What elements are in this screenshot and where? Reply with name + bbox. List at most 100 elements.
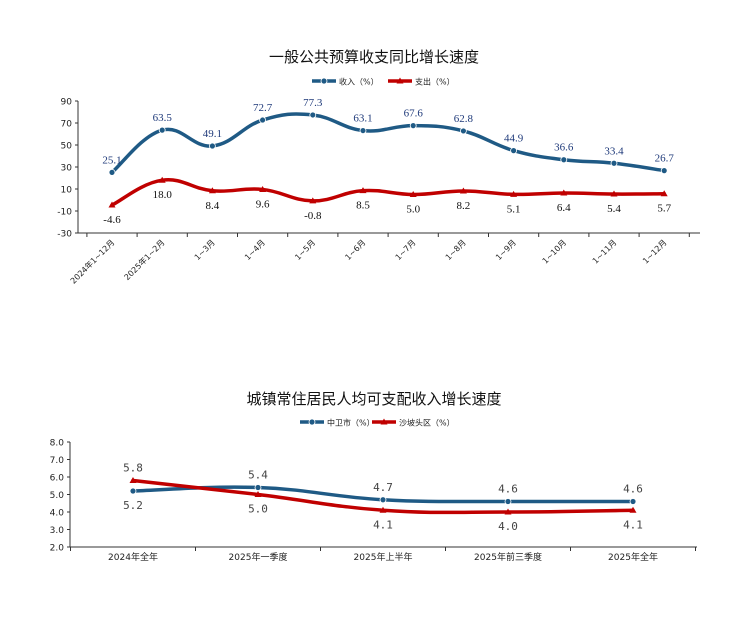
y-tick-label: -30	[57, 230, 72, 240]
data-label: 25.1	[102, 154, 121, 166]
data-label: -0.8	[304, 210, 322, 222]
data-label: 4.6	[623, 483, 643, 496]
x-tick-label: 2025年前三季度	[474, 551, 542, 563]
data-label: 63.1	[353, 113, 372, 125]
data-point-circle	[129, 487, 137, 495]
data-point-triangle	[560, 189, 568, 196]
data-label: 5.2	[123, 499, 143, 512]
data-point-triangle	[396, 77, 404, 84]
series-line	[110, 178, 666, 207]
data-label: 4.7	[373, 481, 393, 494]
x-tick-label: 1~7月	[394, 238, 418, 262]
data-label: 8.5	[356, 200, 370, 212]
data-label: 5.0	[248, 503, 268, 516]
data-point-circle	[660, 167, 668, 175]
data-label: 4.0	[498, 520, 518, 533]
data-label: 72.7	[253, 102, 273, 114]
data-point-triangle	[254, 491, 262, 497]
x-tick-label: 2025年一季度	[229, 551, 288, 563]
data-point-triangle	[359, 187, 367, 194]
data-label: 26.7	[655, 153, 675, 165]
data-point-triangle	[409, 191, 417, 197]
data-label: -4.6	[103, 214, 121, 226]
data-point-triangle	[629, 506, 637, 513]
data-label: 49.1	[203, 128, 222, 140]
data-label: 33.4	[604, 145, 624, 157]
data-point-circle	[504, 498, 512, 505]
data-label: 5.1	[507, 203, 521, 215]
data-point-circle	[610, 159, 618, 167]
data-label: 4.6	[498, 483, 518, 496]
y-tick-label: 10	[61, 186, 73, 196]
data-point-circle	[629, 498, 637, 505]
data-point-triangle	[380, 418, 388, 425]
data-point-triangle	[158, 176, 166, 183]
x-tick-label: 1~4月	[243, 238, 267, 262]
y-tick-label: 30	[61, 164, 73, 174]
data-point-circle	[308, 418, 316, 426]
x-tick-label: 1~5月	[293, 238, 317, 262]
x-tick-label: 2024年全年	[108, 551, 158, 563]
data-point-triangle	[208, 187, 216, 194]
data-point-triangle	[504, 508, 512, 515]
x-tick-label: 1~3月	[193, 238, 217, 262]
data-point-circle	[459, 127, 467, 135]
data-label: 4.1	[623, 518, 643, 531]
x-tick-label: 1~10月	[541, 238, 569, 266]
y-tick-label: 6.0	[50, 474, 65, 484]
data-point-triangle	[459, 187, 467, 194]
data-label: 5.7	[657, 203, 671, 215]
legend-label: 沙坡头区（%）	[399, 418, 455, 428]
data-point-circle	[359, 127, 367, 134]
x-tick-label: 2025年1~2月	[122, 237, 167, 282]
x-tick-label: 2025年上半年	[354, 551, 413, 563]
y-tick-label: 90	[61, 98, 73, 108]
x-tick-label: 2024年1~12月	[68, 237, 116, 285]
x-tick-label: 1~12月	[641, 238, 669, 266]
legend-label: 收入（%）	[339, 77, 379, 87]
y-tick-label: -10	[57, 208, 72, 218]
series-line	[110, 112, 666, 175]
y-tick-label: 4.0	[50, 509, 65, 519]
x-tick-label: 1~8月	[444, 238, 468, 262]
y-tick-label: 2.0	[50, 544, 65, 554]
data-point-circle	[510, 147, 517, 155]
data-point-triangle	[660, 190, 668, 197]
data-label: 36.6	[554, 142, 574, 154]
data-label: 6.4	[557, 202, 571, 214]
data-label: 8.2	[457, 200, 471, 212]
data-point-triangle	[510, 190, 518, 197]
data-label: 77.3	[303, 97, 323, 109]
data-point-triangle	[108, 201, 116, 208]
data-point-circle	[259, 116, 267, 124]
data-label: 67.6	[404, 108, 424, 120]
data-point-circle	[108, 168, 116, 176]
y-tick-label: 8.0	[50, 439, 65, 449]
x-tick-label: 2025年全年	[608, 551, 658, 563]
legend-label: 中卫市（%）	[327, 418, 375, 428]
data-point-triangle	[379, 506, 387, 513]
data-point-circle	[320, 77, 328, 85]
y-tick-label: 3.0	[50, 526, 65, 536]
data-label: 5.8	[123, 462, 143, 475]
data-label: 62.8	[454, 113, 474, 125]
data-label: 44.9	[504, 133, 524, 145]
data-label: 63.5	[153, 112, 173, 124]
data-point-circle	[309, 111, 317, 119]
data-point-circle	[158, 126, 166, 134]
x-tick-label: 1~6月	[343, 238, 367, 262]
x-tick-label: 1~11月	[591, 238, 619, 266]
data-label: 9.6	[256, 198, 270, 210]
y-tick-label: 5.0	[50, 491, 65, 501]
chart-title: 一般公共预算收支同比增长速度	[269, 48, 479, 66]
data-point-circle	[254, 484, 262, 491]
data-label: 5.0	[406, 204, 420, 216]
chart-title: 城镇常住居民人均可支配收入增长速度	[246, 390, 501, 408]
data-label: 5.4	[248, 469, 268, 482]
data-point-triangle	[610, 190, 618, 197]
data-point-circle	[379, 496, 387, 504]
